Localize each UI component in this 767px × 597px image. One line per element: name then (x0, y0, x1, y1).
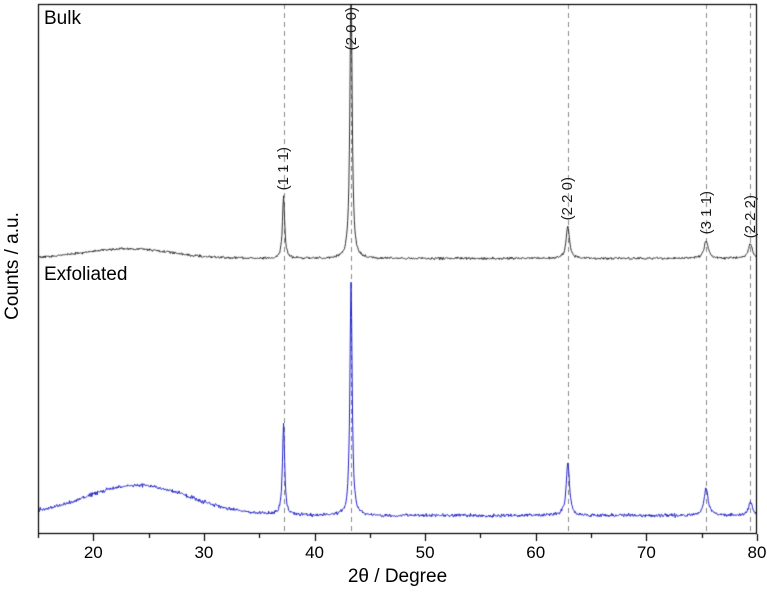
y-axis-label: Counts / a.u. (2, 212, 23, 320)
peak-label-222: (2 2 2) (741, 194, 759, 238)
peak-label-311: (3 1 1) (697, 191, 715, 235)
peak-label-220: (2 2 0) (559, 176, 577, 220)
series-label-exfoliated: Exfoliated (44, 264, 128, 285)
x-tick-label: 30 (194, 543, 214, 562)
peak-label-111: (1 1 1) (275, 147, 293, 191)
peak-label-200: (2 0 0) (342, 7, 360, 51)
series-label-bulk: Bulk (44, 8, 81, 29)
x-tick-label: 50 (415, 543, 435, 562)
x-tick-label: 20 (83, 543, 103, 562)
x-axis-label: 2θ / Degree (347, 566, 448, 587)
x-tick-label: 40 (305, 543, 324, 562)
x-tick-label: 70 (636, 543, 656, 562)
x-tick-label: 80 (747, 543, 767, 562)
x-tick-label: 60 (526, 543, 546, 562)
